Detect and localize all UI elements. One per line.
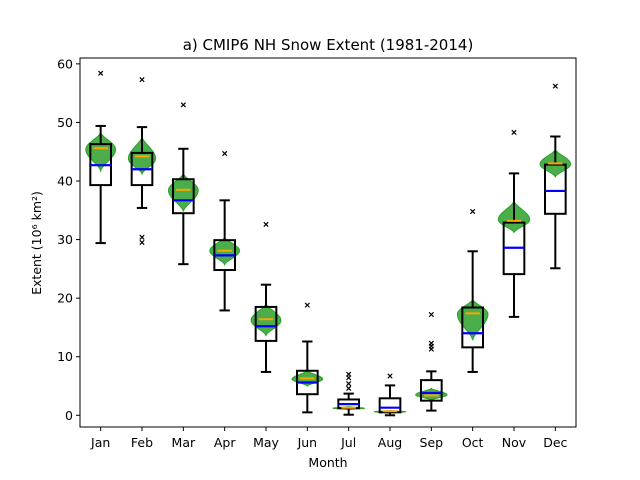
- box-sep: [420, 379, 443, 402]
- outlier-jun-0: [304, 302, 310, 308]
- box-layer: [89, 70, 567, 417]
- outlier-oct-0: [470, 208, 476, 215]
- y-tick-label-30: 30: [57, 232, 73, 247]
- x-tick-label-may: May: [253, 435, 279, 450]
- axes: 0 10 20 30 40 50 60 Jan Feb Mar Apr May Jun Jul Aug Sep…: [57, 56, 577, 450]
- outlier-nov-0: [511, 129, 517, 136]
- x-tick-label-apr: Apr: [214, 435, 236, 450]
- outlier-sep-0: [428, 311, 434, 318]
- x-tick-label-sep: Sep: [420, 435, 444, 450]
- outlier-dec-0: [552, 83, 558, 89]
- box-mar: [172, 178, 195, 215]
- x-tick-label-dec: Dec: [543, 435, 567, 450]
- y-axis-label: Extent (10⁶ km²): [29, 191, 44, 295]
- outlier-feb-0: [139, 77, 145, 83]
- y-tick-label-60: 60: [57, 56, 73, 71]
- outlier-feb-1: [139, 234, 145, 240]
- x-tick-label-jan: Jan: [90, 435, 110, 450]
- outlier-feb-2: [139, 239, 145, 246]
- y-tick-label-0: 0: [65, 408, 73, 423]
- x-tick-label-jul: Jul: [340, 435, 356, 450]
- y-tick-label-20: 20: [57, 291, 73, 306]
- chart-title: a) CMIP6 NH Snow Extent (1981-2014): [183, 36, 474, 54]
- outlier-jan-0: [98, 70, 104, 76]
- y-tick-label-40: 40: [57, 174, 73, 189]
- outlier-jul-2: [346, 381, 352, 387]
- violin-sep: [415, 387, 448, 401]
- outlier-may-0: [263, 221, 269, 227]
- outlier-jul-1: [346, 375, 352, 381]
- x-tick-label-nov: Nov: [502, 435, 527, 450]
- x-tick-label-aug: Aug: [378, 435, 402, 450]
- outlier-apr-0: [222, 150, 228, 157]
- outlier-jul-3: [346, 385, 352, 391]
- y-tick-label-10: 10: [57, 349, 73, 364]
- outlier-aug-0: [387, 373, 393, 379]
- violin-layer: [85, 131, 572, 414]
- box-may: [254, 305, 278, 342]
- outlier-mar-0: [180, 102, 186, 108]
- plot-frame: [79, 57, 577, 428]
- x-tick-label-jun: Jun: [297, 435, 318, 450]
- x-tick-label-mar: Mar: [172, 435, 196, 450]
- x-axis-label: Month: [308, 455, 347, 470]
- box-oct: [461, 306, 485, 349]
- x-tick-label-feb: Feb: [131, 435, 153, 450]
- box-aug: [378, 397, 402, 414]
- y-tick-label-50: 50: [57, 115, 73, 130]
- outlier-sep-3: [428, 346, 434, 352]
- x-tick-label-oct: Oct: [462, 435, 484, 450]
- box-dec: [544, 163, 567, 215]
